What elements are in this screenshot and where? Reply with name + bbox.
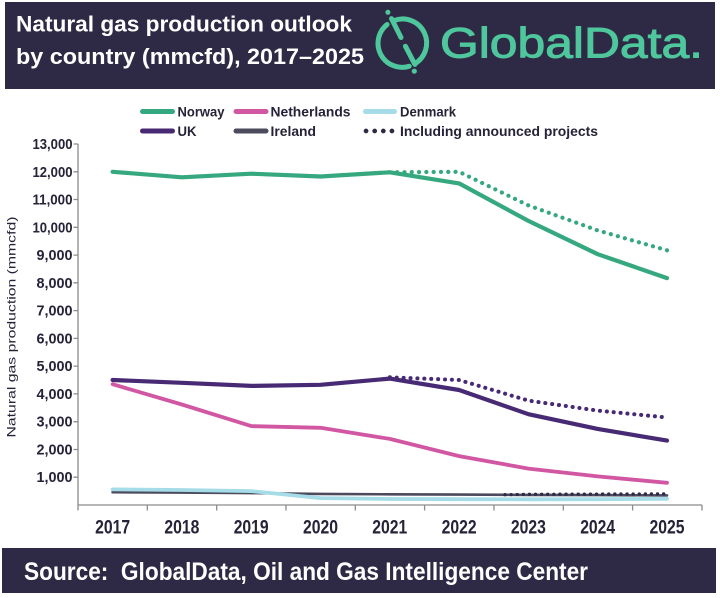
svg-text:2024: 2024 <box>580 517 615 538</box>
svg-text:Natural gas production (mmcfd: Natural gas production (mmcfd) <box>5 217 19 438</box>
svg-text:2,000: 2,000 <box>37 443 73 459</box>
svg-text:Norway: Norway <box>178 105 225 120</box>
svg-text:Denmark: Denmark <box>400 105 456 120</box>
svg-text:9,000: 9,000 <box>37 248 73 264</box>
svg-text:UK: UK <box>178 124 197 139</box>
svg-text:Including announced projects: Including announced projects <box>400 124 598 139</box>
svg-text:1,000: 1,000 <box>37 470 73 486</box>
svg-text:8,000: 8,000 <box>37 276 73 292</box>
svg-text:2018: 2018 <box>164 517 199 538</box>
svg-text:2017: 2017 <box>95 517 130 538</box>
svg-text:2025: 2025 <box>650 517 685 538</box>
svg-text:2022: 2022 <box>442 517 477 538</box>
svg-text:4,000: 4,000 <box>37 387 73 403</box>
svg-text:3,000: 3,000 <box>37 415 73 431</box>
svg-text:10,000: 10,000 <box>33 220 73 236</box>
svg-text:Ireland: Ireland <box>271 124 317 139</box>
svg-text:11,000: 11,000 <box>33 193 73 209</box>
svg-text:Source: GlobalData, Oil and G: Source: GlobalData, Oil and Gas Intellig… <box>24 558 588 586</box>
svg-text:2021: 2021 <box>372 517 407 538</box>
svg-text:Natural gas production outlook: Natural gas production outlook <box>16 12 352 37</box>
svg-text:by country (mmcfd), 2017–2025: by country (mmcfd), 2017–2025 <box>16 44 364 69</box>
svg-text:GlobalData.: GlobalData. <box>440 20 703 68</box>
svg-text:12,000: 12,000 <box>33 165 73 181</box>
svg-text:13,000: 13,000 <box>33 137 73 153</box>
svg-text:Netherlands: Netherlands <box>271 105 351 120</box>
svg-text:5,000: 5,000 <box>37 359 73 375</box>
svg-text:7,000: 7,000 <box>37 304 73 320</box>
svg-text:2019: 2019 <box>234 517 269 538</box>
svg-text:6,000: 6,000 <box>37 331 73 347</box>
svg-text:2020: 2020 <box>303 517 338 538</box>
svg-text:2023: 2023 <box>511 517 546 538</box>
